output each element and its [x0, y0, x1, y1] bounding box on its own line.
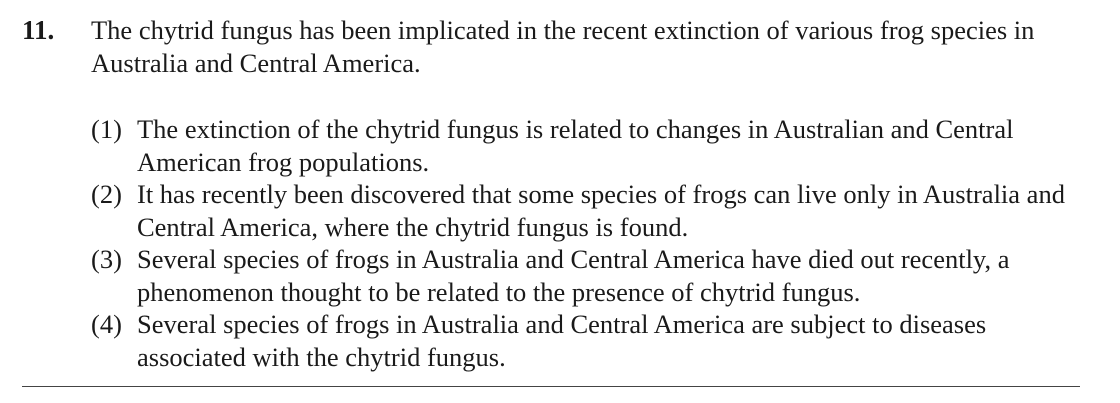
option-text: Several species of frogs in Australia an…: [137, 244, 1010, 307]
option-text: Several species of frogs in Australia an…: [137, 309, 987, 372]
question-number: 11.: [22, 15, 55, 45]
question-stem: The chytrid fungus has been implicated i…: [91, 15, 1035, 78]
option-number: (3): [91, 244, 122, 274]
answer-option-4[interactable]: (4) Several species of frogs in Australi…: [91, 308, 1091, 373]
answer-option-3[interactable]: (3) Several species of frogs in Australi…: [91, 243, 1091, 308]
option-text: It has recently been discovered that som…: [137, 179, 1065, 242]
answer-option-2[interactable]: (2) It has recently been discovered that…: [91, 178, 1091, 243]
answer-options: (1) The extinction of the chytrid fungus…: [91, 113, 1091, 373]
option-number: (4): [91, 309, 122, 339]
answer-option-1[interactable]: (1) The extinction of the chytrid fungus…: [91, 113, 1091, 178]
option-number: (1): [91, 114, 122, 144]
option-text: The extinction of the chytrid fungus is …: [137, 114, 1014, 177]
bottom-divider: [22, 386, 1080, 387]
option-number: (2): [91, 179, 122, 209]
